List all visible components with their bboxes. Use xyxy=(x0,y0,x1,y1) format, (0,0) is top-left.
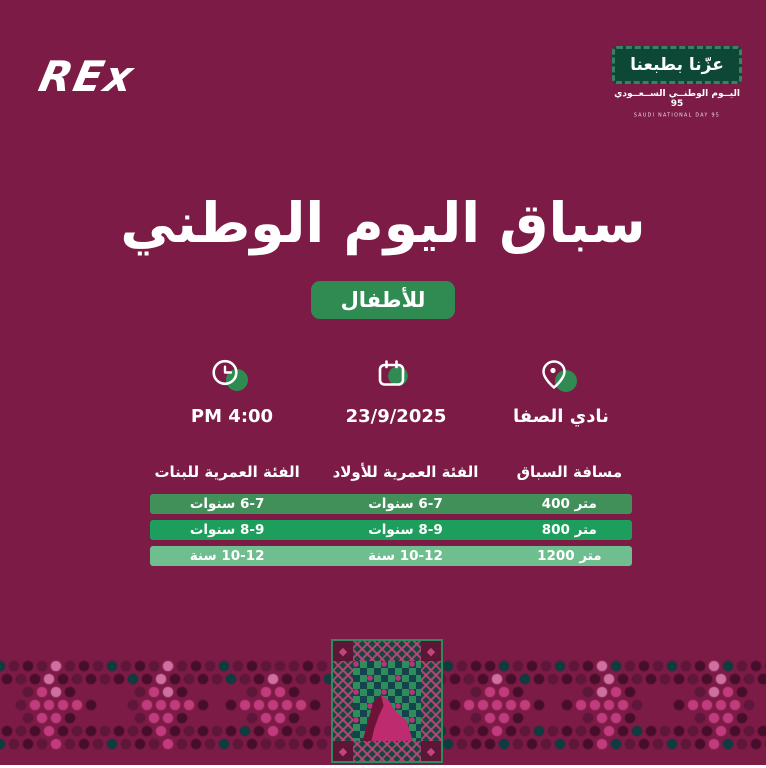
header-boys: الفئة العمرية للأولاد xyxy=(332,463,479,481)
info-time: 4:00 PM xyxy=(167,356,297,427)
calendar-icon xyxy=(373,356,419,398)
table-header-row: مسافة السباق الفئة العمرية للأولاد الفئة… xyxy=(150,463,632,481)
cell-distance: 400 متر xyxy=(541,496,597,512)
header-distance: مسافة السباق xyxy=(516,463,623,481)
page-title: سباق اليوم الوطني xyxy=(120,191,646,255)
national-day-english-line: SAUDI NATIONAL DAY 95 xyxy=(633,112,721,119)
sadu-motif: ◆ ◆ ◆ ◆ xyxy=(331,639,443,763)
kids-badge-wrap: للأطفال xyxy=(0,281,766,319)
motif-corner-diamond: ◆ xyxy=(333,741,353,761)
table-row: 800 متر 8-9 سنوات 8-9 سنوات xyxy=(150,520,632,540)
date-label: 23/9/2025 xyxy=(345,406,447,427)
rex-logo: REx xyxy=(34,52,140,101)
time-label: 4:00 PM xyxy=(190,406,274,427)
cell-girls: 8-9 سنوات xyxy=(189,522,265,538)
clock-icon xyxy=(209,356,255,398)
motif-corner-diamond: ◆ xyxy=(333,641,353,661)
motif-band-bottom xyxy=(353,741,421,761)
bottom-white-strip xyxy=(0,765,766,768)
cell-boys: 6-7 سنوات xyxy=(368,496,443,512)
motif-band-top xyxy=(353,641,421,661)
info-location: نادي الصفا xyxy=(496,356,626,427)
info-date: 23/9/2025 xyxy=(331,356,461,427)
table-row: 1200 متر 10-12 سنة 10-12 سنة xyxy=(150,546,632,566)
race-table: مسافة السباق الفئة العمرية للأولاد الفئة… xyxy=(150,463,632,572)
cell-boys: 10-12 سنة xyxy=(368,548,443,564)
motif-band-right xyxy=(421,661,441,741)
header-girls: الفئة العمرية للبنات xyxy=(154,463,300,481)
national-day-logo: عزّنا بطبعنا اليــوم الوطنــي الســعــود… xyxy=(612,46,742,119)
motif-corner-diamond: ◆ xyxy=(421,641,441,661)
table-row: 400 متر 6-7 سنوات 6-7 سنوات xyxy=(150,494,632,514)
motif-corner-diamond: ◆ xyxy=(421,741,441,761)
mountain-silhouette xyxy=(362,694,413,741)
national-day-arabic-line: اليــوم الوطنــي الســعــودي 95 xyxy=(614,89,740,109)
cell-distance: 800 متر xyxy=(541,522,597,538)
location-icon xyxy=(538,356,584,398)
cell-boys: 8-9 سنوات xyxy=(368,522,443,538)
location-label: نادي الصفا xyxy=(513,406,609,427)
national-day-badge: عزّنا بطبعنا xyxy=(612,46,742,84)
cell-distance: 1200 متر xyxy=(537,548,602,564)
kids-badge: للأطفال xyxy=(310,281,456,319)
cell-girls: 6-7 سنوات xyxy=(189,496,265,512)
motif-band-left xyxy=(333,661,353,741)
motif-checker-field xyxy=(353,661,421,741)
cell-girls: 10-12 سنة xyxy=(189,548,265,564)
